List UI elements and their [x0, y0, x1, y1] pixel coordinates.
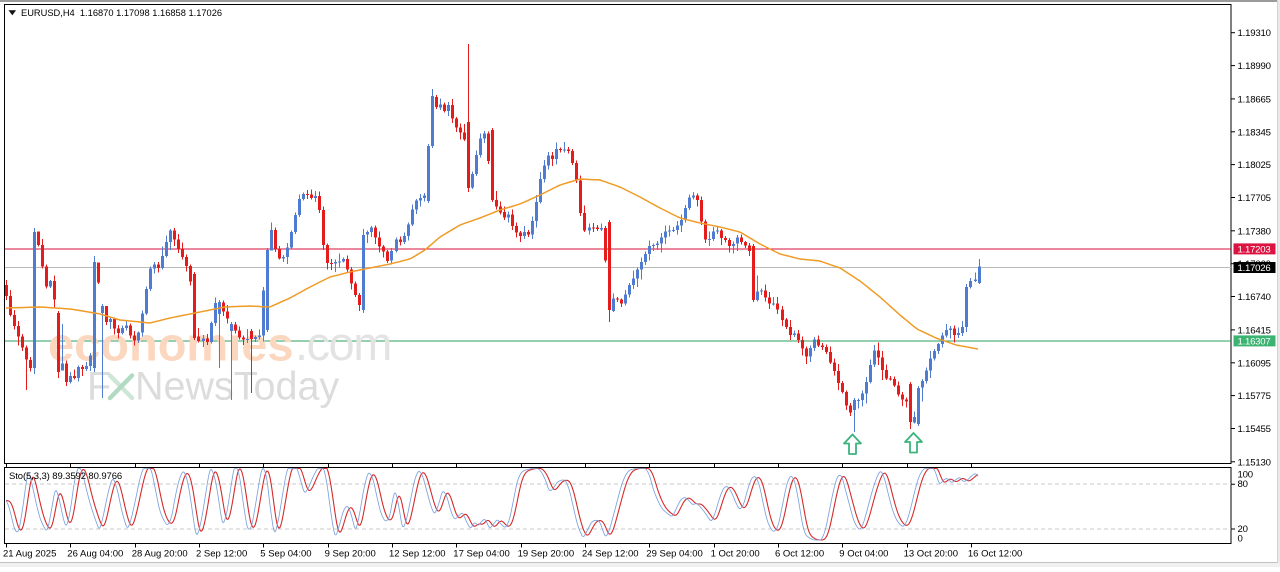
- svg-text:100: 100: [1238, 470, 1253, 481]
- svg-text:Sto(5,3,3) 89.3592 80.9766: Sto(5,3,3) 89.3592 80.9766: [9, 471, 122, 482]
- svg-text:1.16740: 1.16740: [1238, 292, 1271, 303]
- svg-text:12 Sep 12:00: 12 Sep 12:00: [389, 549, 446, 560]
- svg-text:1.17380: 1.17380: [1238, 226, 1271, 237]
- svg-text:26 Aug 04:00: 26 Aug 04:00: [67, 549, 123, 560]
- svg-text:19 Sep 20:00: 19 Sep 20:00: [518, 549, 575, 560]
- svg-text:20: 20: [1238, 524, 1248, 535]
- svg-text:1.18990: 1.18990: [1238, 61, 1271, 72]
- svg-text:1.19310: 1.19310: [1238, 28, 1271, 39]
- svg-text:21 Aug 2025: 21 Aug 2025: [3, 549, 56, 560]
- svg-text:13 Oct 20:00: 13 Oct 20:00: [904, 549, 958, 560]
- svg-text:1.15455: 1.15455: [1238, 424, 1271, 435]
- svg-text:1.16415: 1.16415: [1238, 325, 1271, 336]
- svg-text:1.17026: 1.17026: [1238, 263, 1271, 274]
- svg-text:1.15775: 1.15775: [1238, 391, 1271, 402]
- svg-text:1.18665: 1.18665: [1238, 94, 1271, 105]
- svg-text:economies: economies: [48, 318, 294, 371]
- svg-text:9 Sep 20:00: 9 Sep 20:00: [325, 549, 376, 560]
- svg-text:1.16095: 1.16095: [1238, 358, 1271, 369]
- svg-text:28 Aug 20:00: 28 Aug 20:00: [132, 549, 188, 560]
- svg-text:29 Sep 04:00: 29 Sep 04:00: [646, 549, 703, 560]
- svg-text:F: F: [87, 365, 111, 409]
- svg-text:0: 0: [1238, 534, 1243, 545]
- svg-text:2 Sep 12:00: 2 Sep 12:00: [196, 549, 247, 560]
- svg-text:1 Oct 20:00: 1 Oct 20:00: [711, 549, 760, 560]
- svg-text:1.15130: 1.15130: [1238, 457, 1271, 468]
- svg-text:1.18025: 1.18025: [1238, 160, 1271, 171]
- svg-text:5 Sep 04:00: 5 Sep 04:00: [260, 549, 311, 560]
- svg-text:.com: .com: [295, 317, 391, 370]
- svg-text:16 Oct 12:00: 16 Oct 12:00: [968, 549, 1022, 560]
- svg-text:1.16307: 1.16307: [1238, 337, 1271, 348]
- svg-text:1.17203: 1.17203: [1238, 245, 1271, 256]
- svg-text:NewsToday: NewsToday: [135, 365, 339, 409]
- svg-text:EURUSD,H4 1.16870 1.17098 1.1: EURUSD,H4 1.16870 1.17098 1.16858 1.1702…: [21, 8, 222, 18]
- svg-text:1.18345: 1.18345: [1238, 127, 1271, 138]
- svg-text:80: 80: [1238, 479, 1248, 490]
- svg-text:9 Oct 04:00: 9 Oct 04:00: [839, 549, 888, 560]
- svg-text:17 Sep 04:00: 17 Sep 04:00: [453, 549, 510, 560]
- svg-text:6 Oct 12:00: 6 Oct 12:00: [775, 549, 824, 560]
- svg-text:1.17705: 1.17705: [1238, 193, 1271, 204]
- svg-text:24 Sep 12:00: 24 Sep 12:00: [582, 549, 639, 560]
